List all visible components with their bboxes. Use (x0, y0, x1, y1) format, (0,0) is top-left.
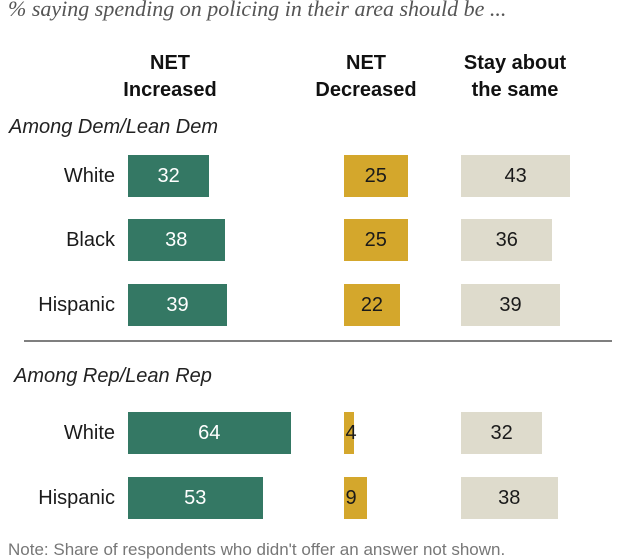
bar-same (461, 219, 553, 261)
bar-same (461, 155, 571, 197)
data-label-increased: 64 (198, 422, 221, 444)
column-header-decreased-line2: Decreased (315, 79, 417, 101)
bar-increased (128, 155, 210, 197)
data-label-increased: 32 (157, 165, 180, 187)
row-label: White (63, 422, 115, 444)
bar-same (461, 284, 561, 326)
column-header-decreased-line1: NET (346, 52, 386, 74)
column-header-increased-line1: NET (150, 52, 190, 74)
data-label-increased: 38 (165, 229, 188, 251)
data-label-decreased: 22 (360, 294, 384, 316)
column-header-increased: NET Increased (100, 50, 240, 104)
row-label: Hispanic (38, 487, 115, 509)
bar-decreased (344, 219, 408, 261)
data-label-decreased: 25 (364, 229, 387, 251)
row-label: White (63, 165, 115, 187)
group-divider (24, 340, 612, 342)
bar-same (461, 477, 558, 519)
column-header-same-line1: Stay about (463, 52, 567, 74)
data-label-increased: 53 (184, 487, 207, 509)
footnote: Note: Share of respondents who didn't of… (8, 540, 506, 559)
data-label-same: 36 (495, 229, 518, 251)
data-label-increased: 39 (166, 294, 189, 316)
data-label-same: 39 (499, 294, 522, 316)
bar-increased (128, 284, 228, 326)
column-header-same-line2: the same (471, 79, 559, 101)
bar-decreased (344, 284, 400, 326)
group-label-rep: Among Rep/Lean Rep (14, 365, 212, 387)
bar-increased (128, 412, 291, 454)
column-header-same: Stay about the same (440, 50, 590, 104)
data-label-same: 32 (490, 422, 513, 444)
data-label-decreased: 25 (364, 165, 387, 187)
data-label-decreased: 9 (345, 487, 357, 509)
data-label-decreased: 4 (345, 422, 357, 444)
data-label-same: 38 (498, 487, 521, 509)
data-label-same: 43 (504, 165, 527, 187)
column-header-increased-line2: Increased (123, 79, 217, 101)
column-header-decreased: NET Decreased (296, 50, 436, 104)
bar-increased (128, 477, 263, 519)
row-label: Hispanic (38, 294, 115, 316)
bar-increased (128, 219, 225, 261)
bar-decreased (344, 155, 408, 197)
chart-subtitle: % saying spending on policing in their a… (8, 0, 507, 21)
row-label: Black (66, 229, 115, 251)
group-label-dem: Among Dem/Lean Dem (9, 116, 218, 138)
bar-decreased (344, 477, 367, 519)
bar-decreased (344, 412, 355, 454)
bar-same (461, 412, 543, 454)
